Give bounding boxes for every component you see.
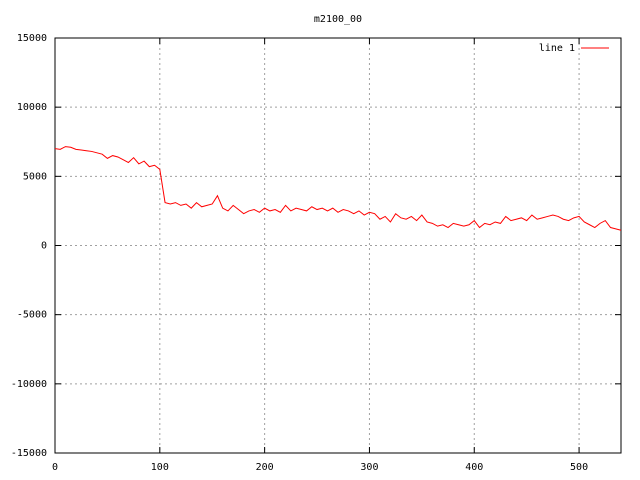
legend-label: line 1	[539, 43, 575, 54]
x-tick-label: 200	[256, 462, 274, 473]
chart-title: m2100_00	[314, 14, 362, 25]
x-tick-label: 500	[570, 462, 588, 473]
x-tick-label: 400	[465, 462, 483, 473]
x-tick-label: 100	[151, 462, 169, 473]
y-tick-label: 5000	[23, 171, 47, 182]
data-line	[54, 146, 622, 231]
y-tick-label: 15000	[17, 33, 47, 44]
y-tick-label: -10000	[11, 379, 47, 390]
x-tick-label: 0	[52, 462, 58, 473]
x-tick-label: 300	[360, 462, 378, 473]
plot-frame	[54, 37, 622, 454]
y-tick-label: 0	[41, 241, 47, 252]
y-tick-label: -15000	[11, 448, 47, 459]
y-tick-label: -5000	[17, 310, 47, 321]
y-tick-label: 10000	[17, 102, 47, 113]
